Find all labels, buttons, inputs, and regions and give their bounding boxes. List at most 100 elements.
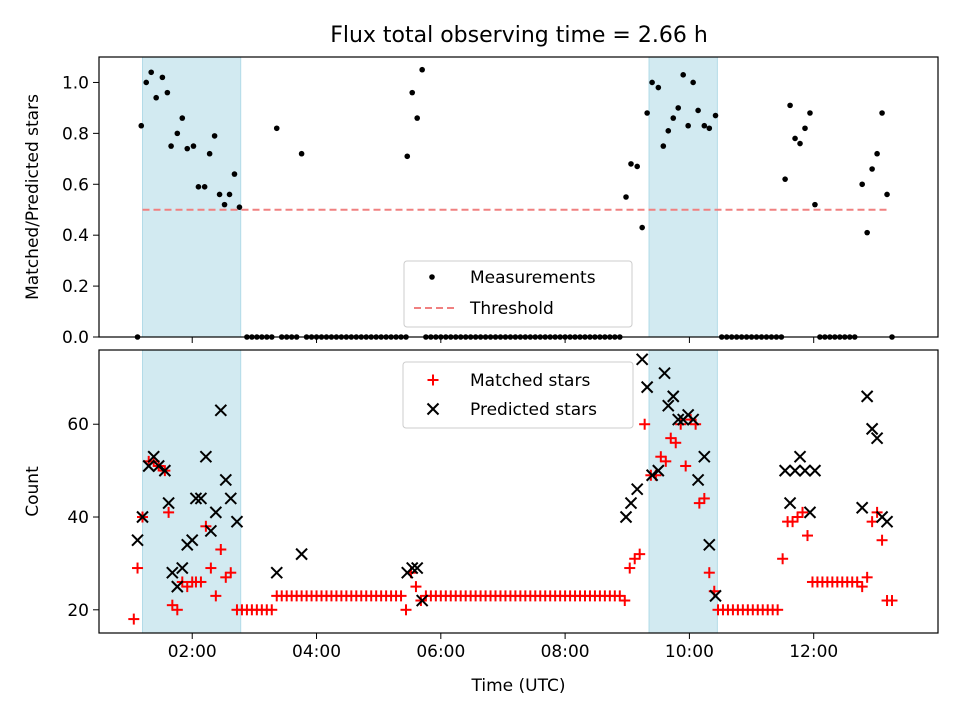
measurement-point (179, 115, 186, 121)
measurement-point (190, 143, 197, 149)
predicted-star-marker (214, 404, 228, 417)
predicted-star-marker (880, 515, 894, 528)
legend-matched-label: Matched stars (470, 371, 590, 391)
measurement-point (665, 128, 672, 134)
measurement-point (168, 143, 174, 149)
matched-star-marker (634, 548, 646, 560)
x-tick-label: 06:00 (416, 642, 465, 662)
y-tick-label: 0.0 (62, 328, 89, 348)
top-panel: 0.0 0.2 0.4 0.6 0.8 1.0 Matched/Predicted sta… (23, 56, 939, 348)
matched-star-marker (856, 581, 868, 593)
predicted-star-marker (870, 431, 884, 445)
legend-predicted-label: Predicted stars (470, 400, 597, 420)
measurement-point (869, 166, 875, 172)
measurement-point (138, 122, 145, 129)
y-tick-label: 0.6 (62, 175, 89, 195)
predicted-star-marker (219, 473, 232, 487)
measurement-point (712, 112, 719, 119)
matched-star-marker (886, 595, 898, 607)
predicted-star-marker (410, 561, 424, 575)
bottom-legend: Matched stars Predicted stars (402, 361, 634, 429)
matched-star-marker (703, 567, 715, 579)
predicted-star-marker (186, 534, 199, 547)
x-tick-label: 08:00 (541, 642, 590, 662)
measurement-point (859, 181, 865, 188)
measurement-point (655, 84, 662, 91)
matched-star-marker (690, 418, 702, 430)
matched-star-marker (876, 534, 888, 546)
predicted-star-marker (652, 464, 665, 477)
measurement-point (143, 79, 150, 86)
predicted-star-marker (624, 496, 638, 510)
matched-star-marker (698, 492, 710, 504)
measurement-point (206, 150, 213, 157)
predicted-star-marker (158, 464, 172, 477)
predicted-star-marker (672, 413, 685, 426)
shaded-span-2 (648, 349, 718, 634)
matched-star-marker (772, 604, 784, 616)
predicted-star-marker (698, 450, 711, 463)
measurement-point (211, 133, 218, 139)
matched-star-marker (410, 581, 422, 593)
predicted-star-marker (270, 566, 283, 579)
bottom-x-ticks: 02:00 04:00 06:00 08:00 10:00 12:00 (168, 633, 838, 662)
matched-star-marker (210, 590, 222, 602)
measurement-point (787, 102, 793, 109)
predicted-star-marker (406, 561, 419, 575)
measurement-point (812, 201, 818, 208)
x-tick-label: 10:00 (665, 642, 714, 662)
matched-star-marker (660, 455, 672, 467)
shaded-span-1 (142, 56, 242, 338)
measurement-point (884, 191, 890, 198)
measurement-point (670, 115, 677, 121)
matched-star-marker (777, 553, 789, 565)
measurement-point (184, 145, 191, 152)
matched-star-marker (619, 595, 631, 607)
x-tick-label: 04:00 (292, 642, 341, 662)
y-tick-label: 20 (67, 601, 89, 621)
predicted-star-marker (204, 524, 218, 538)
measurement-point (148, 69, 155, 76)
bottom-y-ticks: 20 40 60 (67, 415, 99, 621)
predicted-star-marker (691, 473, 705, 487)
measurement-point (634, 163, 641, 170)
matched-star-marker (215, 543, 227, 555)
measurement-point (701, 122, 708, 129)
bottom-y-axis-label: Count (23, 466, 43, 517)
predicted-star-marker (640, 380, 654, 394)
predicted-star-marker (860, 390, 874, 403)
x-tick-label: 12:00 (789, 642, 838, 662)
predicted-star-marker (171, 580, 184, 593)
x-tick-label: 02:00 (168, 642, 217, 662)
bottom-legend-box (402, 361, 634, 429)
measurement-point (195, 184, 202, 190)
y-tick-label: 1.0 (62, 73, 89, 93)
predicted-star-marker (788, 464, 802, 477)
predicted-star-marker (662, 399, 675, 412)
y-tick-label: 0.2 (62, 277, 89, 297)
top-legend-box (403, 260, 633, 328)
top-x-ticks (191, 337, 815, 343)
shaded-span-2 (648, 56, 718, 338)
matched-star-marker (225, 567, 237, 579)
matched-star-marker (675, 418, 687, 430)
predicted-star-marker (142, 459, 155, 473)
predicted-star-marker (230, 515, 244, 528)
top-legend: Measurements Threshold (403, 260, 633, 328)
measurement-point (419, 66, 425, 73)
matched-star-marker (195, 576, 207, 588)
measurement-point (404, 153, 411, 160)
top-y-axis-label: Matched/Predicted stars (23, 94, 43, 300)
top-y-ticks: 0.0 0.2 0.4 0.6 0.8 1.0 (62, 73, 99, 348)
measurement-point (231, 171, 238, 177)
matched-star-marker (171, 604, 183, 616)
predicted-star-marker (865, 422, 879, 436)
measurement-point (660, 143, 667, 149)
y-tick-label: 0.4 (62, 226, 89, 246)
measurement-point (273, 125, 280, 132)
measurement-point (685, 122, 691, 129)
predicted-star-marker (645, 469, 659, 482)
predicted-star-marker (189, 492, 203, 505)
predicted-star-marker (131, 534, 144, 547)
